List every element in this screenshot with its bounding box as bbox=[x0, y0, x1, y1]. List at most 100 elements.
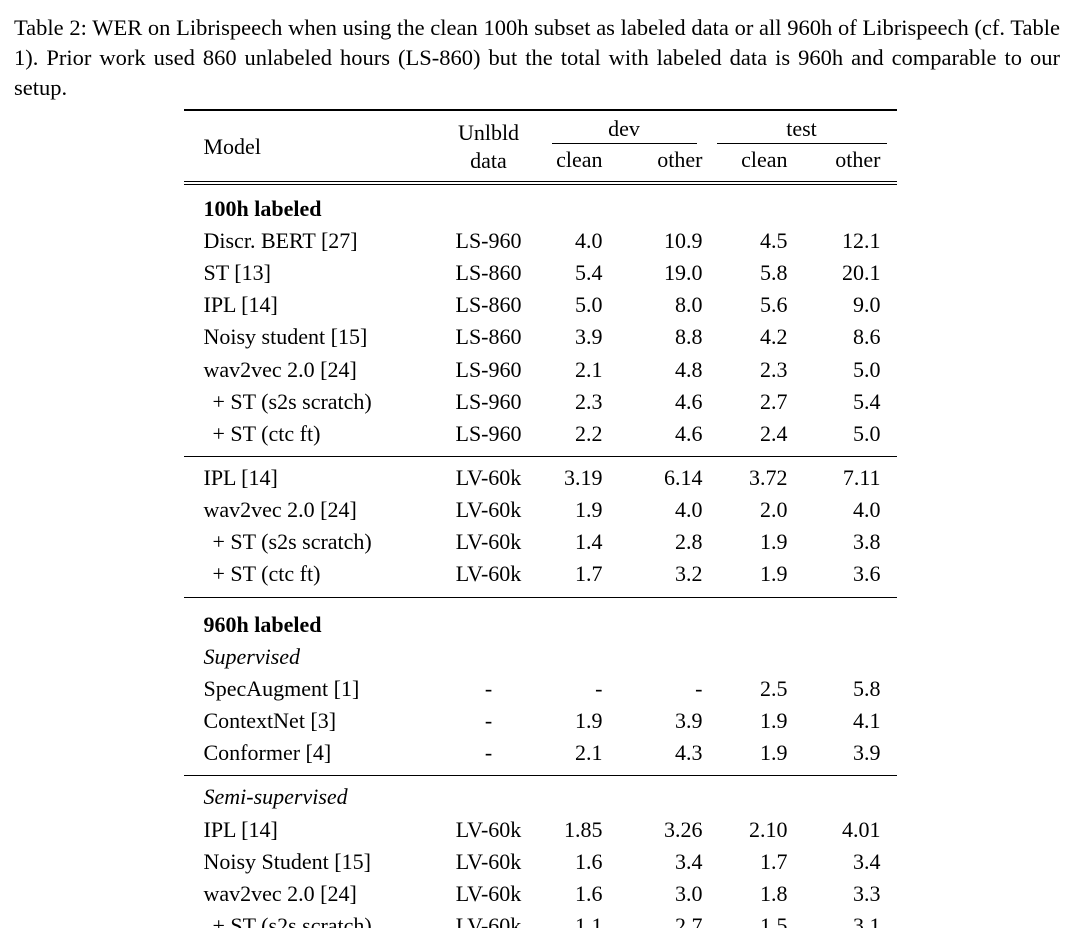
wer-value-cell: 20.1 bbox=[842, 260, 881, 286]
unlabeled-data-cell: LS-960 bbox=[455, 356, 522, 382]
wer-value-cell: 12.1 bbox=[842, 227, 881, 253]
unlabeled-data-cell: LV-60k bbox=[455, 561, 522, 587]
wer-value-cell: 2.8 bbox=[675, 529, 703, 555]
unlabeled-data-label-line1: Unlbld bbox=[457, 120, 520, 146]
table-row: IPL [14] LS-860 5.0 8.0 5.6 9.0 bbox=[184, 289, 897, 321]
model-cell: wav2vec 2.0 [24] bbox=[203, 880, 357, 906]
table-row: Noisy student [15] LS-860 3.9 8.8 4.2 8.6 bbox=[184, 321, 897, 353]
wer-value-cell: 2.7 bbox=[760, 388, 788, 414]
column-header-dev-other: other bbox=[657, 146, 703, 172]
unlabeled-data-cell: LS-860 bbox=[455, 324, 522, 350]
unlabeled-data-cell: - bbox=[484, 675, 493, 701]
wer-value-cell: 1.9 bbox=[760, 708, 788, 734]
wer-value-cell: 19.0 bbox=[664, 260, 703, 286]
subsection-label: Supervised bbox=[203, 643, 301, 669]
unlabeled-data-cell: LV-60k bbox=[455, 497, 522, 523]
column-header-test-other: other bbox=[835, 146, 881, 172]
table-row: IPL [14] LV-60k 3.19 6.14 3.72 7.11 bbox=[184, 462, 897, 494]
wer-value-cell: 1.9 bbox=[575, 708, 603, 734]
unlabeled-data-cell: LS-960 bbox=[455, 388, 522, 414]
model-cell: + ST (s2s scratch) bbox=[212, 529, 372, 555]
wer-value-cell: 3.8 bbox=[853, 529, 881, 555]
wer-value-cell: 3.9 bbox=[675, 708, 703, 734]
table-row: ST [13] LS-860 5.4 19.0 5.8 20.1 bbox=[184, 257, 897, 289]
wer-value-cell: 3.1 bbox=[853, 913, 881, 928]
rule-divider bbox=[183, 450, 897, 462]
wer-value-cell: 3.9 bbox=[575, 324, 603, 350]
wer-results-table: Model Unlbld data dev test clean other c… bbox=[183, 109, 897, 928]
wer-value-cell: 4.0 bbox=[675, 497, 703, 523]
wer-value-cell: 4.3 bbox=[675, 740, 703, 766]
unlabeled-data-cell: LV-60k bbox=[455, 529, 522, 555]
wer-value-cell: 8.8 bbox=[675, 324, 703, 350]
unlabeled-data-cell: LS-860 bbox=[455, 260, 522, 286]
wer-value-cell: 2.4 bbox=[760, 420, 788, 446]
section-row: 960h labeled bbox=[184, 603, 897, 641]
wer-value-cell: 1.8 bbox=[760, 880, 788, 906]
wer-value-cell: 8.0 bbox=[675, 292, 703, 318]
wer-value-cell: 2.1 bbox=[575, 740, 603, 766]
wer-value-cell: 4.8 bbox=[675, 356, 703, 382]
subsection-row: Semi-supervised bbox=[184, 781, 897, 813]
unlabeled-data-cell: - bbox=[484, 708, 493, 734]
model-cell: IPL [14] bbox=[203, 465, 278, 491]
model-cell: + ST (s2s scratch) bbox=[212, 913, 372, 928]
table-row: wav2vec 2.0 [24] LS-960 2.1 4.8 2.3 5.0 bbox=[184, 354, 897, 386]
column-header-model: Model bbox=[203, 134, 261, 160]
unlabeled-data-cell: LS-860 bbox=[455, 292, 522, 318]
table-row: ContextNet [3] - 1.9 3.9 1.9 4.1 bbox=[184, 705, 897, 737]
table-row: + ST (s2s scratch) LS-960 2.3 4.6 2.7 5.4 bbox=[184, 386, 897, 418]
wer-value-cell: 10.9 bbox=[664, 227, 703, 253]
unlabeled-data-cell: LV-60k bbox=[455, 465, 522, 491]
wer-value-cell: 3.3 bbox=[853, 880, 881, 906]
wer-value-cell: 5.0 bbox=[575, 292, 603, 318]
wer-value-cell: 4.2 bbox=[760, 324, 788, 350]
wer-value-cell: 1.6 bbox=[575, 848, 603, 874]
wer-value-cell: 4.01 bbox=[842, 816, 881, 842]
wer-value-cell: 3.9 bbox=[853, 740, 881, 766]
wer-value-cell: 2.0 bbox=[760, 497, 788, 523]
table-header: Model Unlbld data dev test clean other c… bbox=[183, 109, 897, 178]
wer-value-cell: 4.1 bbox=[853, 708, 881, 734]
model-cell: SpecAugment [1] bbox=[203, 675, 360, 701]
wer-value-cell: 2.5 bbox=[760, 675, 788, 701]
unlabeled-data-cell: LV-60k bbox=[455, 913, 522, 928]
double-rule-divider bbox=[183, 180, 897, 185]
column-group-dev: dev bbox=[542, 110, 707, 144]
column-header-unlabeled-data: Unlbld data bbox=[436, 110, 542, 178]
wer-value-cell: 5.0 bbox=[853, 356, 881, 382]
unlabeled-data-cell: LV-60k bbox=[455, 880, 522, 906]
unlabeled-data-cell: - bbox=[484, 740, 493, 766]
model-cell: Conformer [4] bbox=[203, 740, 332, 766]
wer-value-cell: 5.8 bbox=[760, 260, 788, 286]
subsection-label: Semi-supervised bbox=[203, 784, 348, 810]
wer-value-cell: 2.1 bbox=[575, 356, 603, 382]
test-group-label: test bbox=[716, 116, 887, 144]
section-label: 960h labeled bbox=[203, 611, 322, 637]
rule-row bbox=[183, 591, 897, 603]
wer-value-cell: 1.9 bbox=[760, 740, 788, 766]
wer-value-cell: - bbox=[695, 675, 703, 701]
table-row: wav2vec 2.0 [24] LV-60k 1.6 3.0 1.8 3.3 bbox=[184, 878, 897, 910]
model-cell: wav2vec 2.0 [24] bbox=[203, 497, 357, 523]
wer-value-cell: 2.3 bbox=[760, 356, 788, 382]
rule-divider bbox=[183, 769, 897, 781]
table-body: 100h labeled Discr. BERT [27] LS-960 4.0 10.… bbox=[183, 178, 897, 928]
table-row: + ST (s2s scratch) LV-60k 1.4 2.8 1.9 3.8 bbox=[184, 526, 897, 558]
header-double-rule bbox=[183, 178, 897, 187]
table-row: Conformer [4] - 2.1 4.3 1.9 3.9 bbox=[184, 737, 897, 769]
wer-value-cell: 4.0 bbox=[575, 227, 603, 253]
rule-row bbox=[183, 450, 897, 462]
wer-value-cell: 2.3 bbox=[575, 388, 603, 414]
unlabeled-data-label-line2: data bbox=[470, 148, 507, 174]
wer-value-cell: 1.5 bbox=[760, 913, 788, 928]
section-row: 100h labeled bbox=[184, 187, 897, 225]
wer-value-cell: 7.11 bbox=[842, 465, 881, 491]
section-label: 100h labeled bbox=[203, 195, 322, 221]
wer-value-cell: 4.0 bbox=[853, 497, 881, 523]
wer-value-cell: 3.72 bbox=[749, 465, 788, 491]
wer-value-cell: 3.6 bbox=[853, 561, 881, 587]
column-group-test: test bbox=[707, 110, 897, 144]
wer-value-cell: 6.14 bbox=[664, 465, 703, 491]
unlabeled-data-cell: LV-60k bbox=[455, 848, 522, 874]
